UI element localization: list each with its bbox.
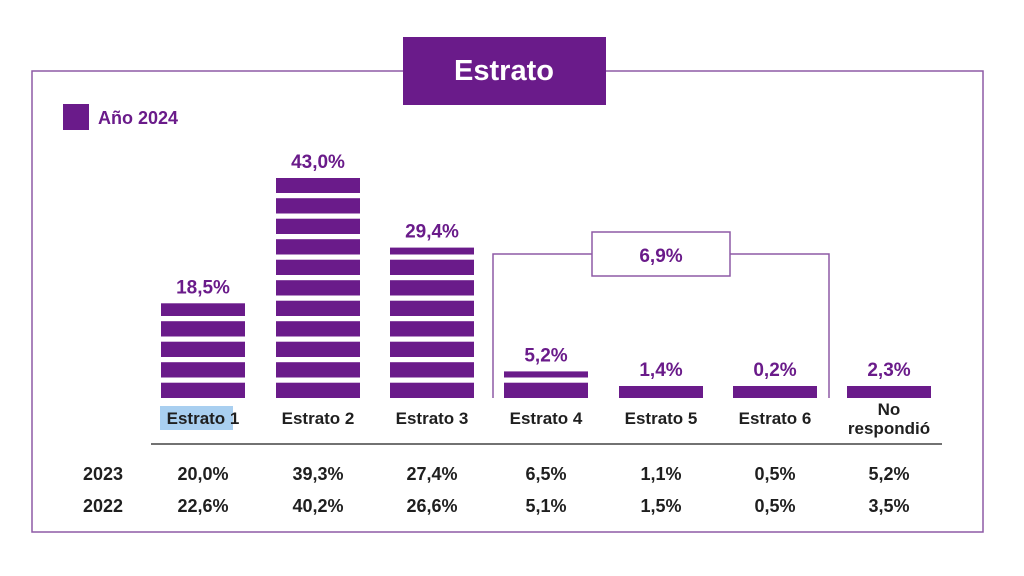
bar xyxy=(390,247,474,398)
bar xyxy=(619,386,703,398)
legend-swatch xyxy=(63,104,89,130)
table-cell: 20,0% xyxy=(177,464,228,484)
table-cell: 1,5% xyxy=(640,496,681,516)
table-year-label: 2023 xyxy=(83,464,123,484)
bar-segment xyxy=(390,247,474,255)
bar-segment xyxy=(390,300,474,316)
comparison-table: 2023 20,0% 39,3% 27,4% 6,5% 1,1% 0,5% 5,2% 2022 2… xyxy=(83,464,910,516)
table-cell: 5,1% xyxy=(525,496,566,516)
category-label: Estrato 4 xyxy=(510,409,583,428)
bar-segment xyxy=(161,341,245,357)
bar-segment xyxy=(276,321,360,337)
data-label: 0,2% xyxy=(753,360,796,381)
table-cell: 22,6% xyxy=(177,496,228,516)
category-label: No xyxy=(878,400,901,419)
bar-segment xyxy=(390,259,474,275)
bar-segment xyxy=(276,259,360,275)
bar-segment xyxy=(390,382,474,398)
bar-segment xyxy=(276,280,360,296)
chart-title: Estrato xyxy=(454,55,554,87)
table-cell: 39,3% xyxy=(292,464,343,484)
table-year-label: 2022 xyxy=(83,496,123,516)
bar xyxy=(276,178,360,398)
bar-segment xyxy=(276,341,360,357)
category-label: Estrato 1 xyxy=(167,409,240,428)
table-cell: 1,1% xyxy=(640,464,681,484)
data-label: 43,0% xyxy=(291,152,345,173)
bars-layer xyxy=(161,178,931,398)
labels-layer: 18,5% 43,0% 29,4% 5,2% 1,4% 0,2% 2,3% Estrato 1… xyxy=(160,152,930,438)
bar-segment xyxy=(619,386,703,398)
chart-frame xyxy=(31,70,984,533)
table-cell: 5,2% xyxy=(868,464,909,484)
bar xyxy=(733,386,817,398)
bar-segment xyxy=(390,362,474,378)
category-label: Estrato 2 xyxy=(282,409,355,428)
bar-segment xyxy=(276,382,360,398)
table-cell: 27,4% xyxy=(406,464,457,484)
bar-segment xyxy=(276,178,360,193)
bar-segment xyxy=(504,371,588,378)
table-cell: 26,6% xyxy=(406,496,457,516)
bar-segment xyxy=(733,386,817,398)
table-cell: 0,5% xyxy=(754,496,795,516)
bar-segment xyxy=(276,300,360,316)
category-label: Estrato 5 xyxy=(625,409,698,428)
group-bracket-label: 6,9% xyxy=(639,246,682,267)
bar-segment xyxy=(161,303,245,316)
bar xyxy=(161,303,245,398)
bar-segment xyxy=(390,341,474,357)
bar-segment xyxy=(390,280,474,296)
bar-segment xyxy=(161,362,245,378)
bar-segment xyxy=(276,239,360,255)
data-label: 29,4% xyxy=(405,222,459,243)
category-label: Estrato 3 xyxy=(396,409,469,428)
table-cell: 0,5% xyxy=(754,464,795,484)
bar-segment xyxy=(276,362,360,378)
bar-segment xyxy=(161,321,245,337)
data-label: 5,2% xyxy=(524,345,567,366)
legend-label: Año 2024 xyxy=(98,108,178,128)
table-cell: 40,2% xyxy=(292,496,343,516)
category-label: Estrato 6 xyxy=(739,409,812,428)
bar xyxy=(504,371,588,398)
group-bracket-box xyxy=(591,231,731,277)
title-box xyxy=(403,37,606,105)
data-label: 1,4% xyxy=(639,360,682,381)
data-label: 18,5% xyxy=(176,277,230,298)
table-cell: 6,5% xyxy=(525,464,566,484)
bar-segment xyxy=(276,218,360,234)
selection-highlight xyxy=(160,406,233,430)
category-label: respondió xyxy=(848,419,930,438)
bar-segment xyxy=(161,382,245,398)
bar-segment xyxy=(504,382,588,398)
bar-segment xyxy=(276,198,360,214)
table-cell: 3,5% xyxy=(868,496,909,516)
bar-segment xyxy=(390,321,474,337)
bar-segment xyxy=(847,386,931,398)
bar xyxy=(847,386,931,398)
data-label: 2,3% xyxy=(867,360,910,381)
